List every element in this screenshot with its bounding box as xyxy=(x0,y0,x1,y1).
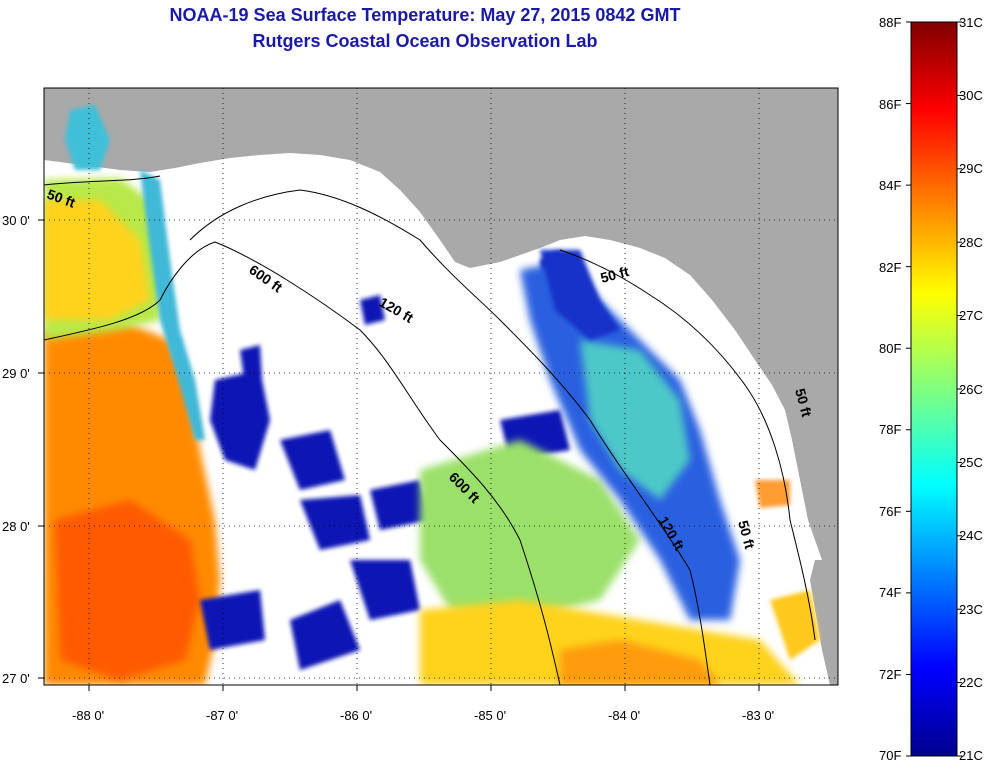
colorbar-f-label: 88F xyxy=(879,15,901,30)
sst-east-orange-spot xyxy=(755,480,790,508)
colorbar-f-label: 74F xyxy=(879,585,901,600)
colorbar-c-label: 25C xyxy=(959,455,983,470)
lat-label: 28 0' xyxy=(2,519,30,534)
colorbar-f-label: 78F xyxy=(879,422,901,437)
lon-label: -87 0' xyxy=(206,708,238,723)
colorbar-c-label: 28C xyxy=(959,235,983,250)
land-north xyxy=(44,88,838,560)
colorbar-f-label: 76F xyxy=(879,504,901,519)
lat-label: 27 0' xyxy=(2,671,30,686)
colorbar-ticks xyxy=(906,21,962,757)
map-subtitle: Rutgers Coastal Ocean Observation Lab xyxy=(252,31,598,51)
colorbar-c-label: 21C xyxy=(959,748,983,763)
colorbar-f-label: 84F xyxy=(879,178,901,193)
map-title: NOAA-19 Sea Surface Temperature: May 27,… xyxy=(169,5,681,25)
colorbar xyxy=(910,21,958,757)
colorbar-c-label: 22C xyxy=(959,675,983,690)
colorbar-f-label: 72F xyxy=(879,667,901,682)
colorbar-f-label: 82F xyxy=(879,260,901,275)
colorbar-f-label: 70F xyxy=(879,748,901,763)
colorbar-f-label: 86F xyxy=(879,97,901,112)
depth-contours xyxy=(44,175,816,685)
colorbar-c-label: 27C xyxy=(959,308,983,323)
lat-label: 30 0' xyxy=(2,213,30,228)
sst-west-yellow xyxy=(44,200,150,320)
land-sw-florida xyxy=(810,560,838,685)
lon-label: -83 0' xyxy=(742,708,774,723)
contour-label: 50 ft xyxy=(735,519,758,551)
sst-west-hot xyxy=(55,500,200,680)
sst-east-cyan xyxy=(580,340,690,500)
lon-label: -85 0' xyxy=(474,708,506,723)
sst-mid-south xyxy=(420,440,640,620)
lon-label: -84 0' xyxy=(608,708,640,723)
contour-label: 50 ft xyxy=(792,387,815,419)
colorbar-c-label: 24C xyxy=(959,528,983,543)
tick-marks xyxy=(38,219,760,691)
plot-frame xyxy=(43,87,839,686)
colorbar-f-label: 80F xyxy=(879,341,901,356)
colorbar-c-label: 23C xyxy=(959,602,983,617)
sst-nw-cyan xyxy=(65,105,110,170)
sst-west-cyan-edge xyxy=(140,170,205,440)
sst-south-orange xyxy=(560,640,720,685)
colorbar-c-label: 26C xyxy=(959,382,983,397)
lon-label: -88 0' xyxy=(72,708,104,723)
sst-cold-patches xyxy=(200,250,570,670)
lat-label: 29 0' xyxy=(2,366,30,381)
contour-label: 50 ft xyxy=(599,263,631,286)
colorbar-c-label: 31C xyxy=(959,15,983,30)
lon-label: -86 0' xyxy=(340,708,372,723)
colorbar-c-label: 30C xyxy=(959,88,983,103)
sst-ne-blue xyxy=(540,250,620,340)
sst-se-yellow xyxy=(770,590,820,660)
colorbar-c-label: 29C xyxy=(959,161,983,176)
